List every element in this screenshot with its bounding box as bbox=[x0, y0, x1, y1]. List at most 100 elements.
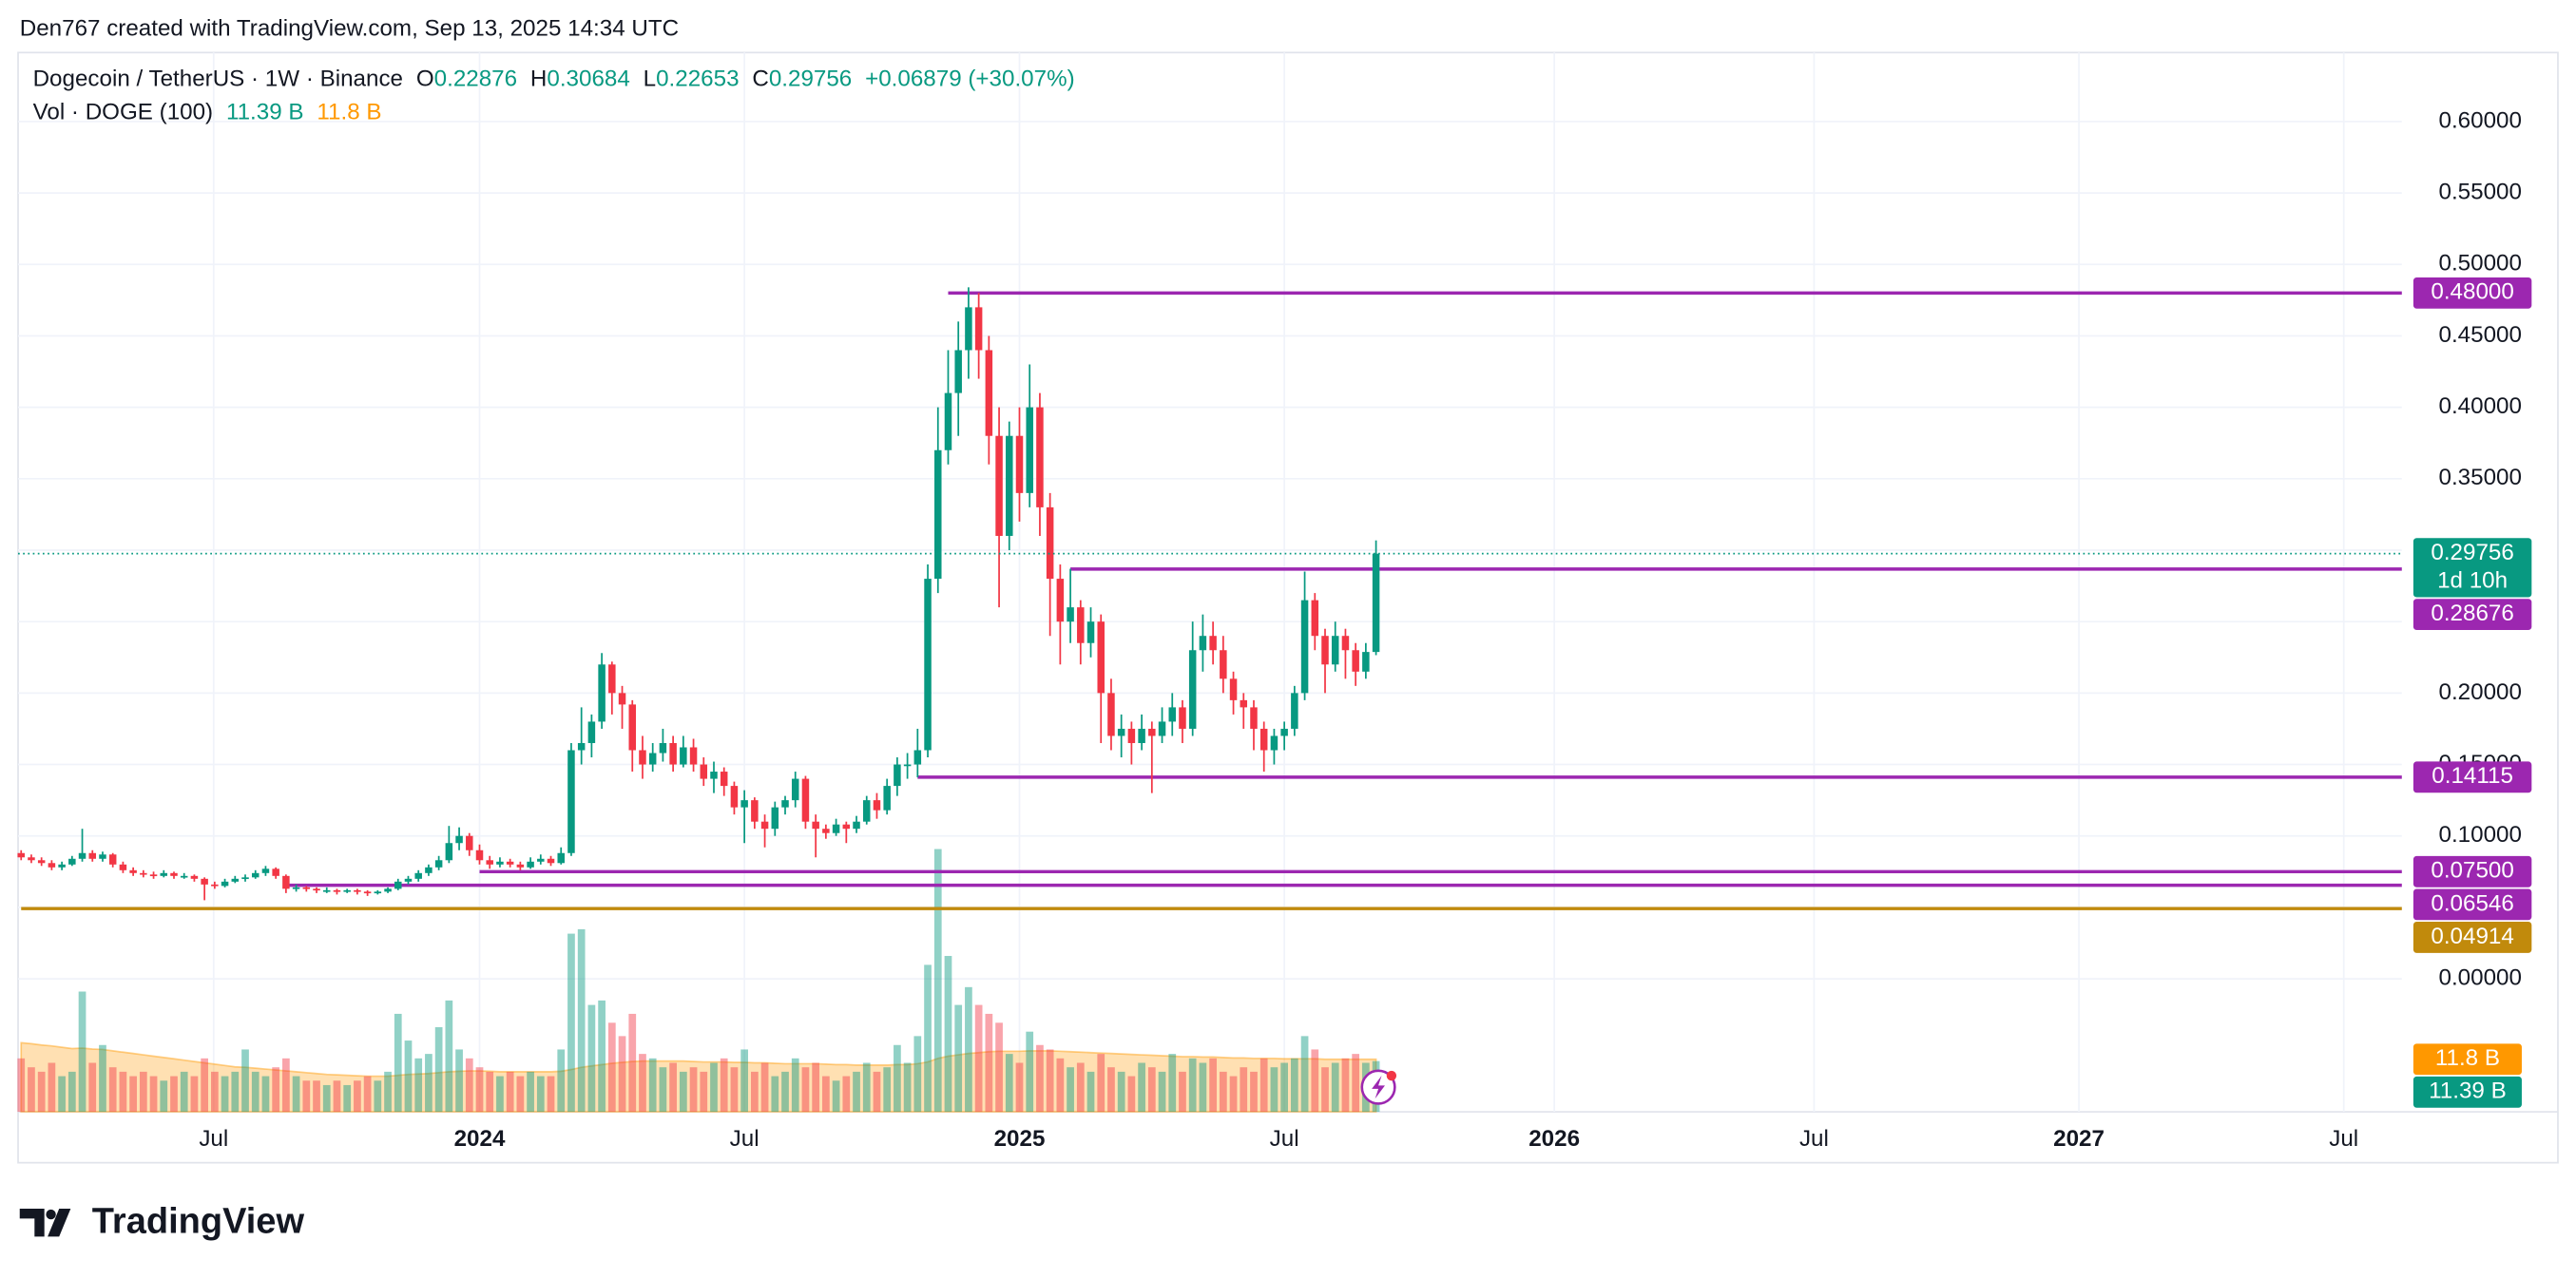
candle-body bbox=[669, 742, 677, 765]
candle-body bbox=[720, 772, 728, 787]
y-tick-label: 0.20000 bbox=[2439, 679, 2522, 705]
volume-bar bbox=[720, 1058, 728, 1113]
volume-bar bbox=[1229, 1076, 1238, 1113]
volume-bar bbox=[354, 1080, 361, 1113]
candle-body bbox=[211, 884, 219, 887]
volume-bar bbox=[37, 1071, 46, 1113]
logo-dot bbox=[46, 1209, 56, 1220]
volume-bar bbox=[108, 1067, 117, 1113]
candle-body bbox=[903, 764, 912, 767]
candle-body bbox=[1077, 607, 1085, 643]
volume-bar bbox=[822, 1076, 830, 1113]
candle-body bbox=[862, 800, 871, 822]
current-price-badge-label: 1d 10h bbox=[2437, 567, 2508, 593]
candle-body bbox=[475, 849, 484, 861]
candle-body bbox=[1220, 650, 1227, 679]
candle-body bbox=[434, 860, 443, 868]
candle-body bbox=[1331, 636, 1339, 665]
volume-bar bbox=[88, 1062, 97, 1113]
volume-bar bbox=[404, 1040, 413, 1113]
volume-bar bbox=[791, 1058, 799, 1113]
candle-body bbox=[1259, 728, 1268, 751]
candle-body bbox=[384, 888, 392, 892]
volume-bar bbox=[598, 1000, 606, 1113]
candle-body bbox=[445, 843, 453, 861]
level-badge-label: 0.04914 bbox=[2431, 924, 2513, 949]
candle-body bbox=[1188, 650, 1197, 729]
icon-bolt bbox=[1372, 1076, 1385, 1099]
candle-body bbox=[700, 764, 708, 779]
candle-body bbox=[985, 350, 993, 436]
candle-body bbox=[1352, 650, 1359, 672]
candle-body bbox=[832, 824, 840, 833]
volume-bar bbox=[944, 956, 952, 1113]
volume-bar bbox=[221, 1076, 229, 1113]
candle-body bbox=[1250, 707, 1258, 729]
volume-bar bbox=[781, 1071, 789, 1113]
ohlc-value: 0.29756 bbox=[769, 67, 852, 92]
candle-body bbox=[822, 829, 830, 833]
candle-body bbox=[333, 889, 341, 892]
volume-bar bbox=[1107, 1067, 1115, 1113]
ohlc-value: 0.22876 bbox=[434, 67, 517, 92]
candle-body bbox=[587, 721, 596, 743]
logo-mark bbox=[19, 1209, 45, 1237]
candle-body bbox=[170, 872, 178, 876]
volume-bar bbox=[1219, 1071, 1227, 1113]
candle-body bbox=[1026, 407, 1033, 493]
volume-bar bbox=[465, 1058, 473, 1113]
volume-bar bbox=[129, 1076, 137, 1113]
attribution: Den767 created with TradingView.com, Sep… bbox=[20, 16, 679, 42]
candle-body bbox=[78, 852, 87, 859]
logo-slash bbox=[48, 1209, 71, 1237]
volume-bar bbox=[1300, 1036, 1309, 1113]
volume-bar bbox=[587, 1004, 596, 1113]
volume-bar bbox=[547, 1076, 555, 1113]
volume-bar bbox=[384, 1071, 392, 1113]
candle-body bbox=[1015, 435, 1024, 493]
x-tick-label: Jul bbox=[199, 1126, 228, 1152]
volume-bar bbox=[1240, 1067, 1248, 1113]
candle-body bbox=[730, 786, 739, 808]
candle-body bbox=[1280, 728, 1288, 736]
volume-bar bbox=[445, 1000, 453, 1113]
change: +0.06879 (+30.07%) bbox=[865, 67, 1075, 92]
candle-body bbox=[894, 764, 901, 787]
candle-body bbox=[404, 878, 413, 882]
volume-bar bbox=[974, 1004, 983, 1113]
volume-bar bbox=[1209, 1058, 1217, 1113]
candle-body bbox=[1168, 707, 1177, 722]
candle-body bbox=[190, 875, 199, 879]
replay-icon[interactable] bbox=[1360, 1069, 1397, 1105]
candle-body bbox=[965, 307, 972, 351]
volume-bar bbox=[1352, 1054, 1360, 1113]
volume-bar bbox=[577, 928, 586, 1113]
candle-body bbox=[1270, 735, 1278, 751]
volume-bar bbox=[139, 1071, 147, 1113]
candle-body bbox=[466, 835, 473, 850]
candle-body bbox=[261, 869, 270, 873]
volume-bar bbox=[913, 1036, 922, 1113]
volume-bar bbox=[883, 1067, 892, 1113]
volume-bar bbox=[231, 1071, 240, 1113]
level-badge bbox=[2413, 761, 2532, 793]
volume-bar bbox=[455, 1049, 463, 1113]
volume-bar bbox=[272, 1067, 280, 1113]
x-tick-label: 2026 bbox=[1528, 1126, 1580, 1152]
current-price-badge-label: 0.29756 bbox=[2431, 540, 2513, 565]
candle-body bbox=[771, 807, 779, 830]
volume-bar bbox=[211, 1071, 219, 1113]
candle-body bbox=[496, 861, 504, 865]
candle-body bbox=[557, 852, 565, 864]
candle-body bbox=[974, 307, 983, 351]
volume-bar bbox=[639, 1054, 646, 1113]
volume-bar bbox=[751, 1071, 759, 1113]
candle-body bbox=[1046, 506, 1054, 580]
volume-bar bbox=[557, 1049, 566, 1113]
candle-body bbox=[527, 861, 534, 868]
volume-bar bbox=[149, 1076, 158, 1113]
candle-body bbox=[241, 877, 249, 880]
candle-body bbox=[801, 778, 810, 822]
volume-bar bbox=[812, 1062, 820, 1113]
